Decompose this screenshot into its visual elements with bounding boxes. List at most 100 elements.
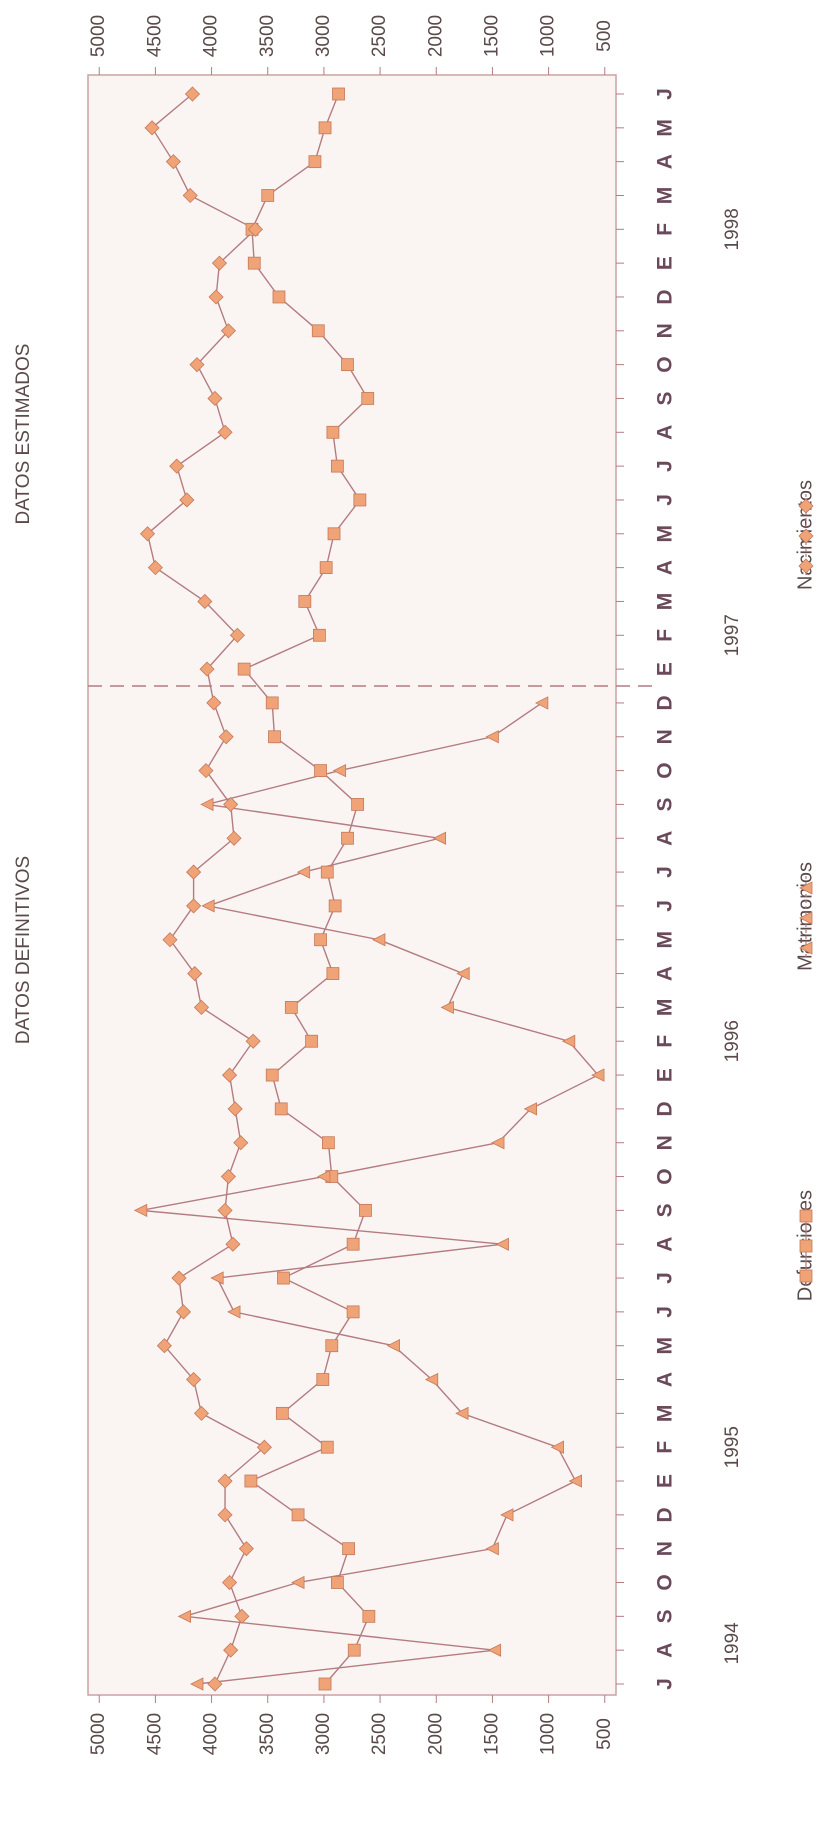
marker [311,324,325,338]
marker [534,696,549,710]
x-tick-label: M [654,593,677,611]
y-tick-label: 3000 [313,15,334,57]
marker [220,1168,236,1185]
marker [372,933,386,947]
marker [561,1034,576,1048]
marker [265,696,279,710]
marker [347,1643,361,1657]
x-tick-label: J [654,460,677,472]
marker [798,528,814,544]
marker [320,865,334,879]
marker [318,1677,332,1691]
marker [342,1542,356,1556]
y-tick-label: 3500 [257,1713,278,1755]
x-tick-label: A [654,1643,677,1658]
marker [217,1507,233,1523]
marker [177,1609,192,1623]
marker [187,966,203,982]
marker [319,561,333,575]
marker [353,493,367,507]
marker [386,1339,400,1353]
marker [234,1608,250,1624]
marker [330,459,344,473]
marker [799,881,813,895]
year-label: 1994 [722,1622,743,1665]
marker [316,1373,330,1386]
marker [799,1209,813,1223]
marker [201,899,215,913]
y-tick-label: 4000 [201,15,222,57]
annotation: DATOS ESTIMADOS [13,344,34,525]
marker [440,1000,454,1015]
marker [275,1406,289,1420]
x-tick-label: S [654,391,677,405]
year-label: 1997 [722,614,743,656]
marker [186,898,202,914]
marker [314,933,327,947]
marker [320,1440,334,1454]
marker [200,797,214,812]
marker [226,830,242,846]
marker [291,1508,305,1522]
marker [291,1575,305,1590]
marker [165,154,181,170]
x-tick-label: J [654,88,677,100]
x-tick-label: N [654,1541,677,1556]
marker [133,1203,148,1218]
y-tick-label: 500 [594,1718,615,1750]
marker [186,864,202,880]
marker [327,527,341,541]
x-tick-label: D [654,1101,677,1116]
year-label: 1995 [722,1426,743,1468]
marker [217,1202,233,1218]
x-tick-label: D [654,695,677,710]
y-tick-label: 1500 [481,15,502,57]
marker [318,121,332,135]
marker [221,1067,238,1083]
x-tick-label: J [654,494,677,506]
marker [432,831,447,845]
x-tick-label: F [654,1035,677,1048]
y-tick-label: 1000 [538,15,559,57]
marker [799,1269,813,1283]
marker [197,593,213,610]
x-tick-label: S [654,797,677,811]
marker [523,1102,538,1116]
marker [495,1237,509,1251]
marker [171,1270,187,1286]
marker [184,86,201,102]
marker [799,911,813,925]
x-tick-label: A [654,154,677,169]
marker [361,392,375,405]
x-tick-label: J [654,900,677,912]
series-line [146,93,266,1685]
marker [265,1068,279,1082]
marker [798,498,814,514]
y-tick-label: 3500 [257,15,278,57]
x-tick-label: A [654,1372,677,1387]
marker [296,865,311,879]
marker [424,1372,439,1387]
y-tick-label: 3000 [313,1713,334,1755]
marker [362,1609,376,1623]
annotation: DATOS DEFINITIVOS [13,856,34,1044]
marker [346,1237,360,1251]
marker [225,1236,241,1252]
x-tick-label: J [654,1272,677,1284]
marker [244,1474,258,1488]
x-tick-label: A [654,966,677,981]
year-label: 1998 [722,208,743,250]
marker [256,1439,272,1455]
y-tick-label: 4500 [144,1713,165,1755]
marker [217,424,233,440]
y-tick-label: 5000 [88,15,109,57]
marker [245,1033,261,1049]
x-tick-label: E [654,1474,677,1488]
marker [198,763,214,779]
marker [139,526,156,542]
marker [456,966,470,981]
marker [223,796,239,812]
marker [328,899,342,913]
marker [485,1542,499,1556]
